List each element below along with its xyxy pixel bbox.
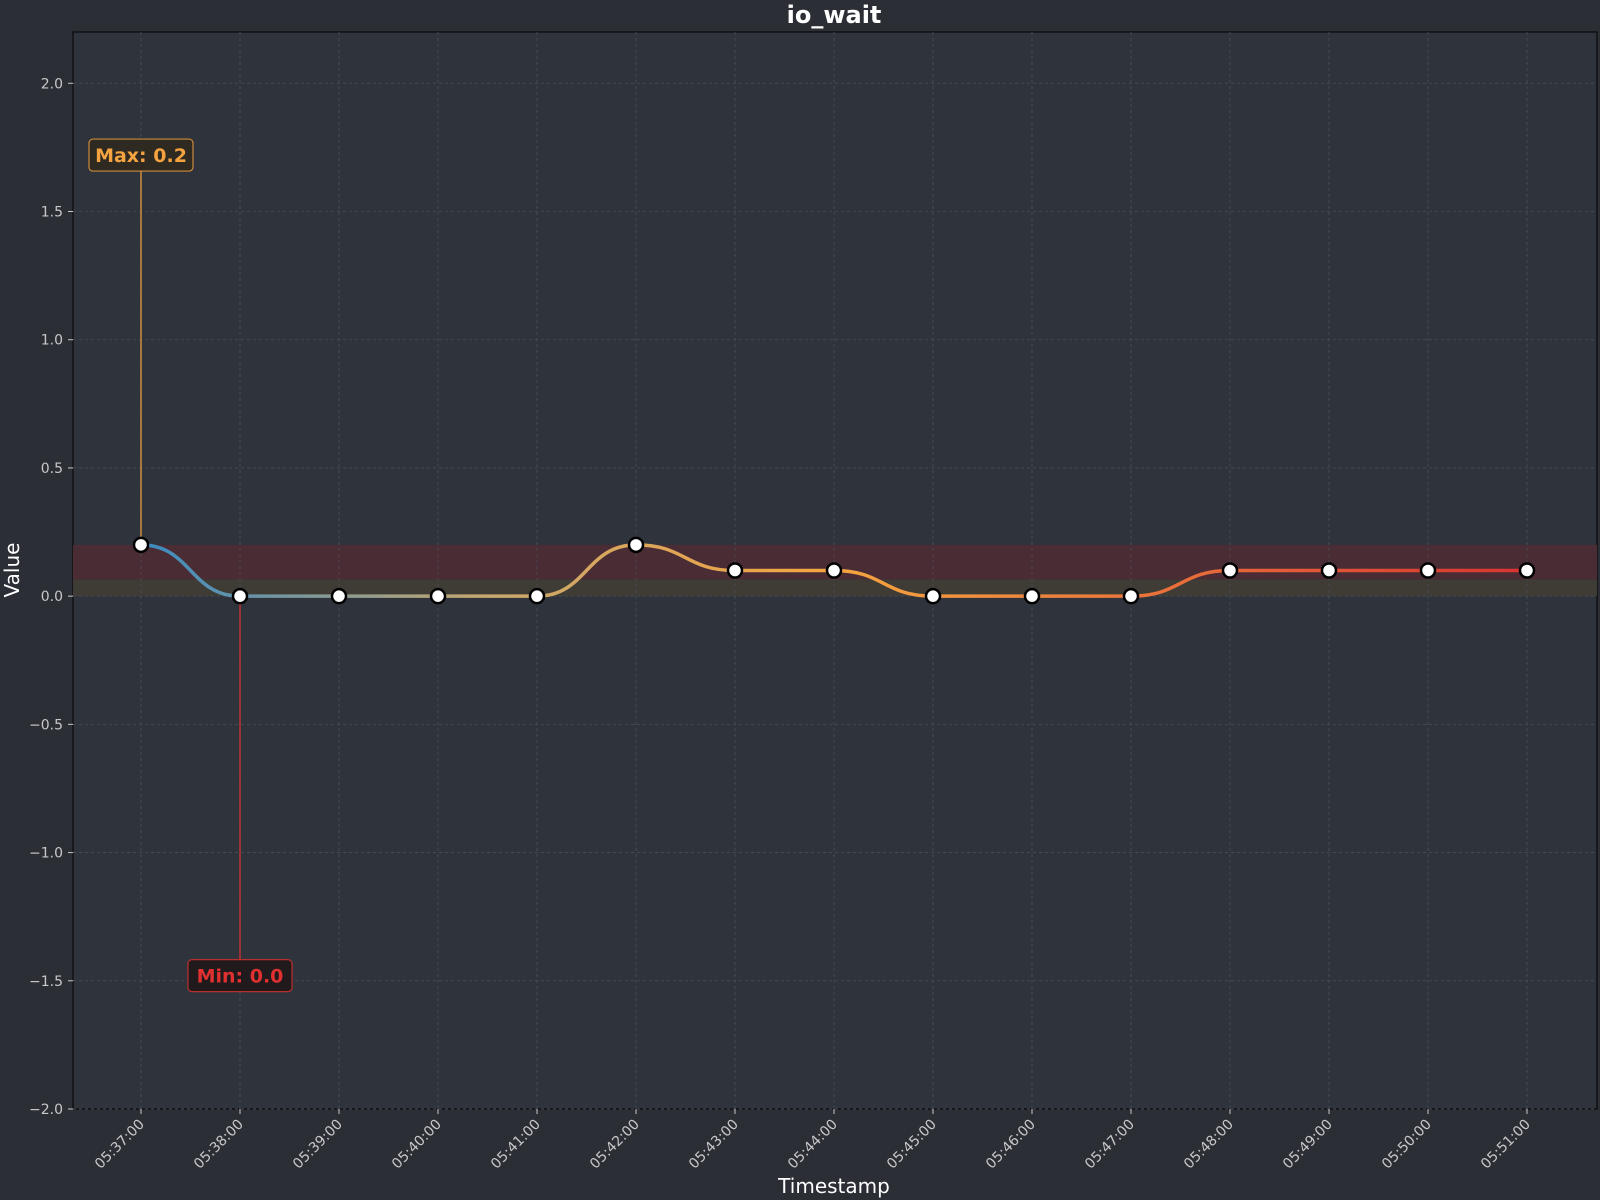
x-tick-label: 05:45:00 bbox=[884, 1117, 940, 1173]
min-annotation-label-box bbox=[187, 959, 293, 993]
x-tick-label: 05:50:00 bbox=[1379, 1117, 1435, 1173]
x-tick-label: 05:46:00 bbox=[983, 1117, 1039, 1173]
y-tick-label: −0.5 bbox=[29, 717, 63, 733]
y-tick-label: −1.5 bbox=[29, 974, 63, 990]
y-tick-label: 2.0 bbox=[41, 76, 63, 92]
x-tick-label: 05:37:00 bbox=[92, 1117, 148, 1173]
y-tick-label: 1.5 bbox=[41, 205, 63, 221]
data-point bbox=[132, 536, 150, 554]
y-tick-label: 0.0 bbox=[41, 589, 63, 605]
x-tick-label: 05:38:00 bbox=[191, 1117, 247, 1173]
chart-title: io_wait bbox=[787, 1, 882, 29]
data-point bbox=[924, 587, 942, 605]
max-annotation-label: Max: 0.2 bbox=[95, 145, 187, 167]
y-tick-label: −2.0 bbox=[29, 1102, 63, 1118]
data-point bbox=[1023, 587, 1041, 605]
data-point bbox=[528, 587, 546, 605]
data-point bbox=[825, 562, 843, 579]
x-tick-label: 05:49:00 bbox=[1280, 1117, 1336, 1173]
series-line-layer bbox=[139, 543, 1529, 598]
y-tick-label: 0.5 bbox=[41, 461, 63, 477]
y-axis-title: Value bbox=[0, 543, 24, 598]
data-point bbox=[1518, 562, 1536, 579]
x-tick-label: 05:41:00 bbox=[488, 1117, 544, 1173]
min-annotation-label: Min: 0.0 bbox=[197, 966, 284, 988]
x-tick-label: 05:48:00 bbox=[1181, 1117, 1237, 1173]
data-point bbox=[1419, 562, 1437, 579]
x-tick-label: 05:44:00 bbox=[785, 1117, 841, 1173]
y-axis-ticks: 2.0 1.5 1.0 0.5 0.0 −0.5 −1.0 −1.5 −2.0 bbox=[29, 76, 73, 1118]
data-point bbox=[330, 587, 348, 605]
data-point bbox=[231, 587, 249, 605]
x-tick-label: 05:42:00 bbox=[587, 1117, 643, 1173]
x-tick-label: 05:39:00 bbox=[290, 1117, 346, 1173]
data-point bbox=[627, 536, 645, 554]
x-tick-label: 05:47:00 bbox=[1082, 1117, 1138, 1173]
annotations-layer: Max: 0.2 Min: 0.0 bbox=[88, 138, 293, 993]
data-points-layer bbox=[132, 536, 1536, 605]
grid-lines bbox=[73, 32, 1597, 1110]
max-annotation-label-box bbox=[88, 138, 194, 172]
x-axis-title: Timestamp bbox=[777, 1174, 890, 1198]
x-tick-label: 05:51:00 bbox=[1478, 1117, 1534, 1173]
x-axis-ticks: 05:37:00 05:38:00 05:39:00 05:40:00 05:41:00… bbox=[92, 1109, 1534, 1172]
x-tick-label: 05:40:00 bbox=[389, 1117, 445, 1173]
threshold-band-1 bbox=[73, 579, 1597, 597]
data-point bbox=[429, 587, 447, 605]
x-tick-label: 05:43:00 bbox=[686, 1117, 742, 1173]
data-point bbox=[1320, 562, 1338, 579]
data-point bbox=[1221, 562, 1239, 579]
y-tick-label: −1.0 bbox=[29, 846, 63, 862]
series-line bbox=[139, 543, 1529, 598]
data-point bbox=[726, 562, 744, 579]
data-point bbox=[1122, 587, 1140, 605]
y-tick-label: 1.0 bbox=[41, 333, 63, 349]
